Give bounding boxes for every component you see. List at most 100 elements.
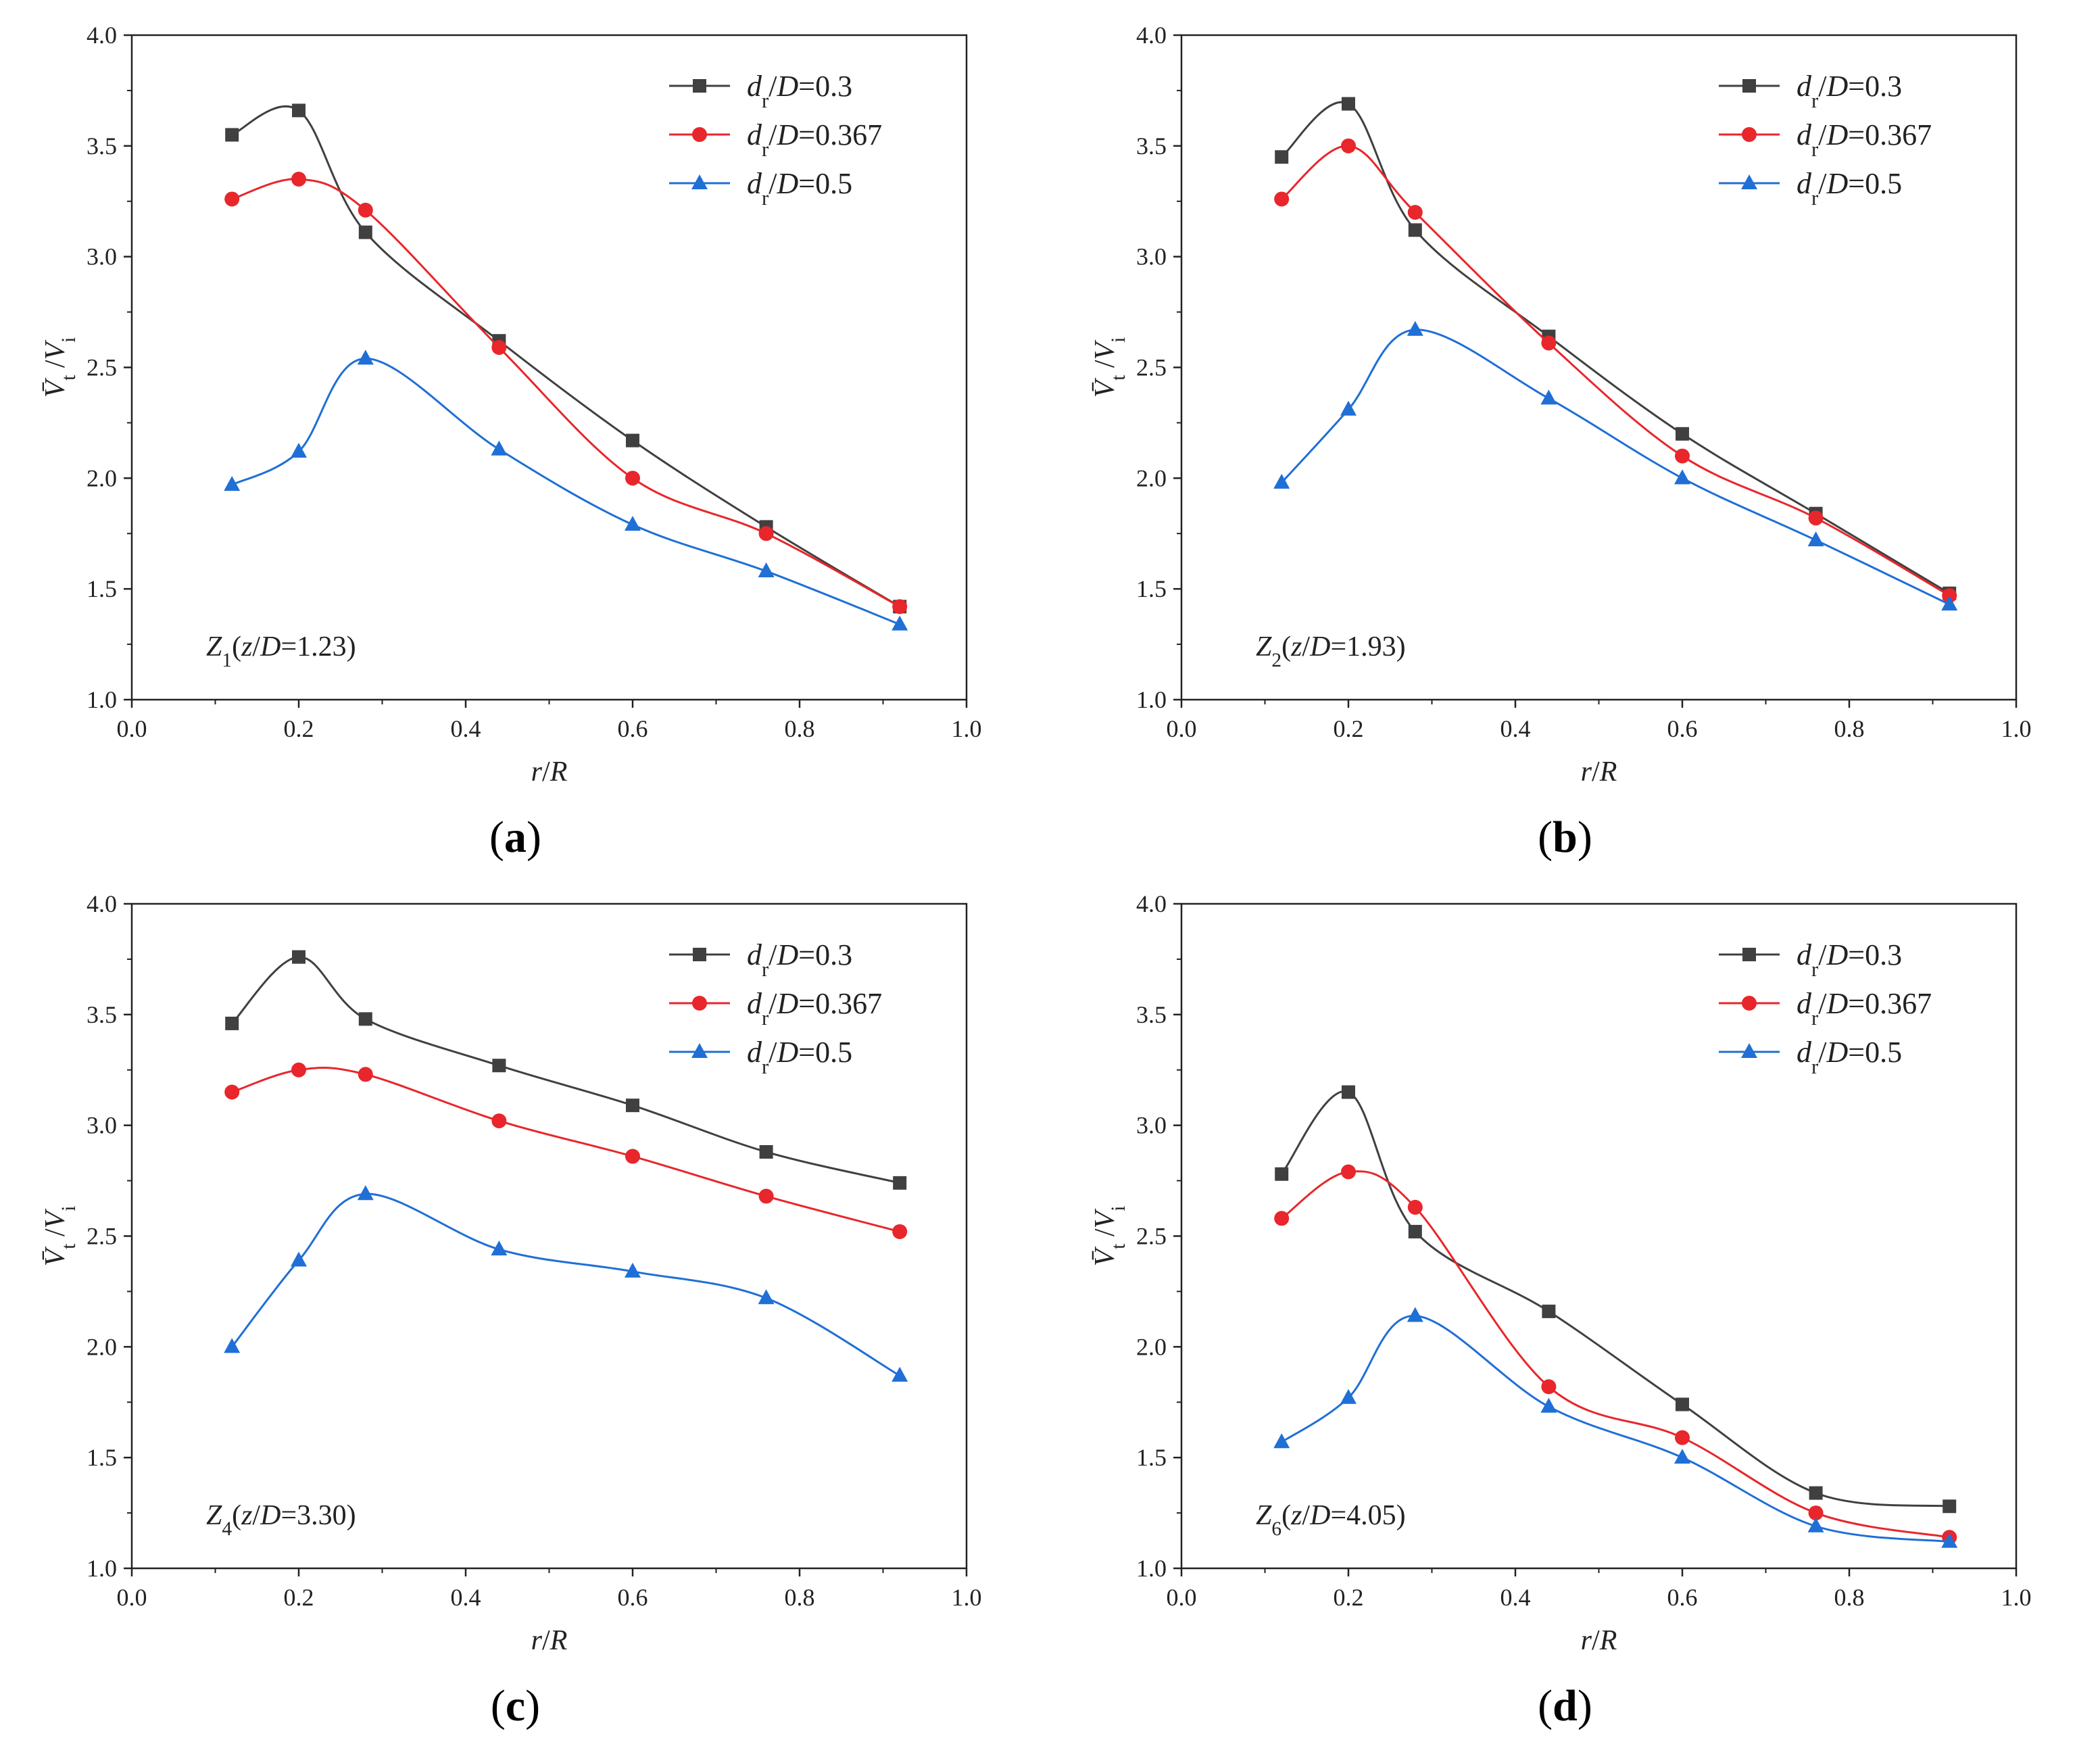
legend-entry: dr/D=0.5: [669, 1036, 852, 1078]
chart-panel-d: 0.0 0.2 0.4 0.6 0.8 1.0 1.0 1.5 2.0 2.5 3.0 3.5 4.0 r…: [1050, 869, 2099, 1737]
data-point: [358, 1012, 372, 1026]
data-point: [1541, 1379, 1557, 1395]
data-point: [224, 476, 241, 491]
data-point: [1943, 1499, 1957, 1514]
legend-entry: dr/D=0.367: [669, 987, 882, 1030]
data-point: [1273, 1433, 1290, 1449]
x-tick-label: 1.0: [2001, 715, 2032, 742]
data-point: [224, 191, 240, 207]
series-3: [224, 349, 908, 631]
data-point: [1809, 1486, 1823, 1500]
y-tick-label: 1.5: [87, 575, 117, 602]
legend-label: dr/D=0.367: [747, 987, 882, 1030]
panel-annotation: Z1(z/D=1.23): [206, 631, 356, 671]
legend-label: dr/D=0.3: [1797, 938, 1902, 981]
legend-entry: dr/D=0.367: [1719, 118, 1932, 161]
data-point: [1275, 1167, 1289, 1181]
legend-marker: [1742, 948, 1756, 961]
x-tick-label: 0.6: [618, 1584, 648, 1611]
data-point: [358, 225, 372, 239]
x-axis-title: r/R: [1581, 756, 1617, 788]
x-tick-label: 1.0: [952, 1584, 982, 1611]
legend-label: dr/D=0.367: [1797, 118, 1932, 161]
y-tick-label: 4.0: [1136, 890, 1167, 917]
data-point: [1675, 448, 1690, 464]
data-point: [1542, 1304, 1556, 1318]
series-line: [1281, 329, 1950, 606]
y-tick-label: 2.0: [1136, 1333, 1167, 1360]
data-point: [1274, 1211, 1290, 1226]
series-line: [1281, 1170, 1950, 1539]
panel-annotation: Z4(z/D=3.30): [206, 1500, 356, 1540]
data-point: [491, 340, 507, 356]
legend-marker: [692, 127, 707, 142]
y-tick-label: 2.5: [87, 1223, 117, 1250]
series-1: [1275, 1085, 1957, 1514]
x-axis-title: r/R: [531, 756, 568, 788]
y-tick-label: 3.5: [1136, 1001, 1167, 1028]
panel-annotation: Z2(z/D=1.93): [1256, 631, 1406, 671]
data-point: [1807, 531, 1824, 547]
legend-entry: dr/D=0.367: [1719, 987, 1932, 1030]
data-point: [1941, 596, 1958, 611]
panel-label: (d): [1538, 1681, 1592, 1731]
data-point: [625, 1149, 640, 1164]
x-tick-label: 0.2: [1334, 715, 1364, 742]
x-tick-label: 0.0: [1167, 1584, 1197, 1611]
y-tick-label: 1.0: [1136, 686, 1167, 713]
data-point: [1408, 1224, 1422, 1238]
data-point: [1274, 191, 1290, 207]
data-point: [492, 1059, 506, 1073]
x-tick-label: 1.0: [952, 715, 982, 742]
data-point: [291, 171, 306, 187]
y-tick-label: 2.5: [87, 354, 117, 381]
data-point: [1342, 97, 1355, 111]
x-tick-label: 0.8: [785, 1584, 815, 1611]
y-tick-label: 4.0: [87, 890, 117, 917]
legend-entry: dr/D=0.5: [1719, 1036, 1902, 1078]
legend-marker: [1741, 174, 1757, 189]
chart-svg: 0.0 0.2 0.4 0.6 0.8 1.0 1.0 1.5 2.0 2.5 3.0 3.5 4.0 r…: [40, 890, 982, 1731]
data-point: [759, 1144, 773, 1159]
data-point: [292, 103, 306, 118]
y-tick-label: 3.0: [87, 243, 117, 270]
x-tick-label: 0.6: [618, 715, 648, 742]
series-3: [1273, 320, 1958, 611]
panel-annotation: Z6(z/D=4.05): [1256, 1500, 1406, 1540]
y-tick-label: 3.0: [1136, 243, 1167, 270]
data-point: [1407, 205, 1423, 220]
data-point: [225, 128, 239, 142]
data-point: [491, 440, 508, 456]
data-point: [758, 526, 774, 541]
data-point: [626, 1099, 639, 1113]
legend-entry: dr/D=0.3: [1719, 70, 1902, 112]
y-tick-label: 3.0: [1136, 1112, 1167, 1139]
x-tick-label: 0.4: [1500, 1584, 1531, 1611]
data-point: [758, 1289, 775, 1305]
y-tick-label: 3.5: [87, 132, 117, 160]
data-point: [892, 615, 908, 631]
chart-panel-b: 0.0 0.2 0.4 0.6 0.8 1.0 1.0 1.5 2.0 2.5 3.0 3.5 4.0 r…: [1050, 0, 2099, 869]
y-tick-label: 3.5: [87, 1001, 117, 1028]
data-point: [357, 349, 374, 365]
legend-label: dr/D=0.3: [1797, 70, 1902, 112]
data-point: [892, 1224, 908, 1239]
data-point: [625, 470, 640, 486]
y-tick-label: 3.0: [87, 1112, 117, 1139]
legend-marker: [1741, 1043, 1757, 1058]
data-point: [893, 1176, 907, 1190]
y-tick-label: 4.0: [87, 22, 117, 49]
data-point: [892, 599, 908, 614]
data-point: [291, 1251, 307, 1267]
legend-marker: [1742, 127, 1757, 142]
chart-svg: 0.0 0.2 0.4 0.6 0.8 1.0 1.0 1.5 2.0 2.5 3.0 3.5 4.0 r…: [40, 22, 982, 862]
data-point: [1540, 389, 1557, 405]
x-tick-label: 0.8: [1834, 1584, 1865, 1611]
x-tick-label: 0.0: [1167, 715, 1197, 742]
legend-marker: [691, 174, 708, 189]
x-tick-label: 0.4: [451, 715, 481, 742]
data-point: [291, 443, 307, 458]
legend-label: dr/D=0.5: [1797, 1036, 1902, 1078]
legend-marker: [691, 1043, 708, 1058]
x-tick-label: 0.6: [1667, 1584, 1698, 1611]
